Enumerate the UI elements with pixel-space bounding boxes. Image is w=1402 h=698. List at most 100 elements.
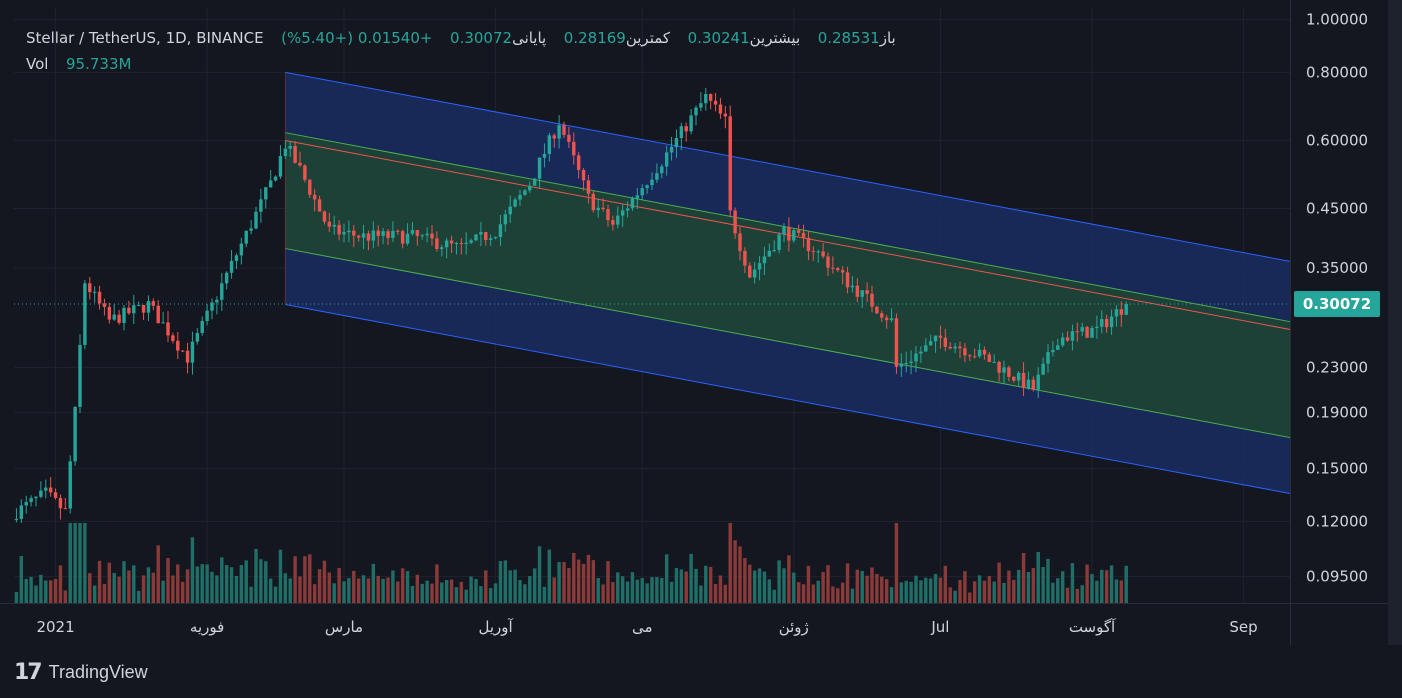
volume-bar: [625, 581, 630, 603]
volume-bar: [738, 546, 742, 603]
candle-body: [210, 302, 214, 311]
volume-bar: [752, 570, 757, 603]
volume-bar: [264, 561, 268, 603]
chart-frame[interactable]: 1.00000 0.80000 0.60000 0.45000 0.35000 0.230…: [0, 0, 1388, 645]
volume-bar: [474, 578, 478, 603]
price-tick-label: 0.45000: [1306, 200, 1368, 218]
candle-body: [39, 490, 43, 497]
candle-body: [24, 502, 28, 506]
candle-body: [713, 100, 718, 105]
candle-body: [73, 406, 77, 462]
open-label: باز: [879, 29, 896, 47]
volume-bar: [762, 571, 767, 603]
change-value: +0.01540 (+5.40%): [281, 29, 433, 47]
volume-bar: [708, 566, 713, 603]
candle-body: [215, 299, 219, 303]
candle-body: [660, 166, 664, 174]
candle-body: [669, 146, 674, 153]
volume-bar: [342, 581, 346, 603]
volume-bar: [1085, 564, 1089, 603]
candle-body: [757, 263, 762, 270]
candle-body: [332, 224, 336, 227]
candle-body: [772, 250, 776, 252]
candle-body: [58, 497, 63, 509]
volume-bar: [963, 571, 967, 603]
candle-body: [396, 230, 400, 232]
volume-bar: [606, 561, 610, 603]
candle-body: [831, 267, 835, 269]
symbol-title[interactable]: Stellar / TetherUS, 1D, BINANCE: [26, 29, 264, 47]
price-tick-label: 0.80000: [1306, 63, 1368, 81]
volume-bar: [229, 567, 234, 603]
vol-label[interactable]: Vol: [26, 55, 49, 73]
volume-bar: [889, 587, 894, 603]
candle-body: [469, 240, 473, 243]
volume-bar: [444, 579, 449, 603]
volume-bar: [850, 588, 855, 603]
volume-bar: [919, 580, 923, 603]
volume-bar: [943, 565, 948, 603]
candle-body: [801, 232, 806, 238]
volume-bar: [899, 582, 904, 603]
volume-bar: [327, 572, 332, 603]
price-chart[interactable]: 1.00000 0.80000 0.60000 0.45000 0.35000 0.230…: [0, 0, 1388, 645]
candle-body: [1007, 367, 1011, 377]
candle-body: [493, 236, 498, 239]
candle-body: [347, 230, 351, 233]
candle-body: [244, 230, 248, 244]
candle-body: [894, 318, 899, 367]
volume-bar: [102, 584, 107, 603]
candle-body: [83, 283, 87, 345]
volume-bar: [1051, 582, 1055, 603]
candle-body: [132, 305, 136, 314]
time-axis[interactable]: 2021 فوریه مارس آوریل می ژوئن Jul آگوست Sep: [36, 618, 1257, 636]
candle-body: [1016, 372, 1021, 381]
candle-body: [572, 141, 576, 156]
candle-body: [537, 157, 542, 179]
volume-bar: [704, 565, 708, 603]
volume-bar: [122, 561, 126, 603]
volume-bar: [537, 546, 542, 603]
candle-body: [400, 231, 405, 244]
volume-bar: [581, 563, 586, 603]
candle-body: [581, 169, 586, 181]
volume-bar: [1021, 552, 1026, 603]
candle-body: [107, 306, 112, 320]
volume-bar: [645, 583, 649, 603]
volume-bar: [1109, 565, 1114, 603]
volume-bar: [733, 540, 737, 603]
volume-bar: [816, 580, 820, 603]
candle-body: [664, 152, 669, 167]
candle-body: [410, 230, 415, 234]
candle-body: [454, 243, 459, 245]
volume-bar: [518, 580, 522, 603]
volume-bar: [454, 587, 459, 603]
tradingview-logo[interactable]: 17 TradingView: [14, 660, 148, 685]
price-axis[interactable]: 1.00000 0.80000 0.60000 0.45000 0.35000 0.230…: [1306, 11, 1368, 586]
candle-body: [557, 125, 561, 139]
candle-body: [1002, 367, 1006, 373]
volume-bar: [650, 577, 654, 603]
candle-body: [92, 291, 97, 293]
volume-bar: [493, 583, 498, 603]
volume-bar: [83, 523, 87, 603]
candle-body: [185, 350, 190, 363]
volume-bar: [249, 586, 253, 603]
volume-bar: [141, 575, 146, 603]
vol-value: 95.733M: [66, 55, 132, 73]
candle-body: [1085, 327, 1089, 338]
volume-bar: [1065, 587, 1070, 603]
volume-bar: [958, 579, 962, 603]
volume-bar: [772, 589, 776, 603]
candle-body: [958, 346, 962, 349]
candle-body: [425, 233, 429, 236]
candle-body: [283, 148, 288, 157]
candlesticks: [14, 87, 1128, 523]
volume-bar: [938, 577, 943, 603]
volume-bar: [215, 575, 219, 603]
candle-body: [176, 340, 180, 351]
volume-bar: [44, 580, 48, 603]
candle-body: [508, 206, 512, 215]
candle-body: [224, 272, 229, 284]
volume-bar: [283, 573, 288, 603]
